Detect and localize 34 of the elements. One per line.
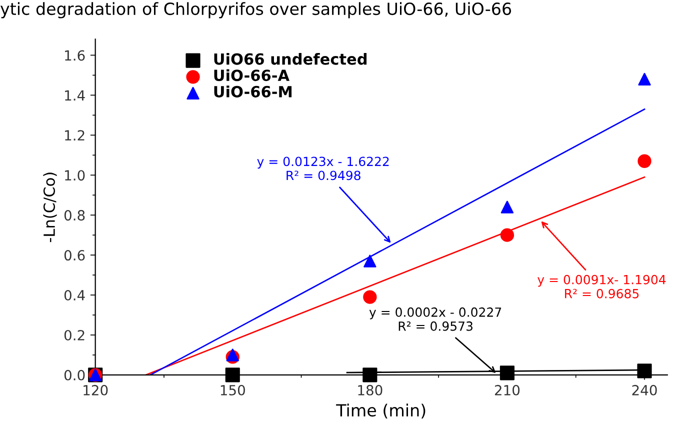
point (500, 228, 514, 242)
annotation: y = 0.0002x - 0.0227 R² = 0.9573 (369, 307, 502, 331)
point (500, 200, 514, 214)
y-tick-label: 0.4 (64, 290, 85, 300)
x-tick-label: 240 (632, 384, 657, 396)
x-axis-title: Time (min) (336, 404, 426, 419)
x-tick-label: 150 (220, 384, 245, 396)
y-tick-label: 0.6 (64, 250, 85, 261)
annotation: y = 0.0091x- 1.1904 R² = 0.9685 (538, 274, 666, 298)
annotation: y = 0.0123x - 1.6222 R² = 0.9498 (257, 156, 389, 180)
y-axis-title: -Ln(C/Co) (43, 172, 57, 242)
y-tick-label: 0.2 (64, 330, 84, 340)
x-tick-label: 120 (84, 384, 108, 396)
y-tick-label: 1.0 (65, 170, 85, 181)
legend-label: UiO-66-A (214, 69, 290, 82)
point (226, 348, 239, 362)
legend-label: UiO66 undefected (214, 52, 367, 65)
y-tick-label: 1.2 (65, 130, 84, 140)
y-tick-label: 0.8 (64, 210, 85, 221)
point (638, 72, 651, 86)
point (363, 290, 377, 304)
y-tick-label: 1.4 (65, 90, 85, 100)
x-tick-label: 210 (494, 384, 520, 396)
legend-label: UiO-66-M (214, 86, 292, 98)
x-tick-label: 180 (358, 384, 382, 396)
y-tick-label: 0.0 (64, 370, 85, 380)
chart-title: ytic degradation of Chlorpyrifos over samples UiO-66, UiO-66 (0, 2, 512, 18)
point (364, 254, 376, 268)
point (362, 368, 378, 382)
point (637, 364, 652, 378)
point (225, 368, 240, 382)
y-tick-label: 1.6 (65, 50, 85, 61)
point (638, 154, 652, 168)
point (500, 366, 514, 380)
